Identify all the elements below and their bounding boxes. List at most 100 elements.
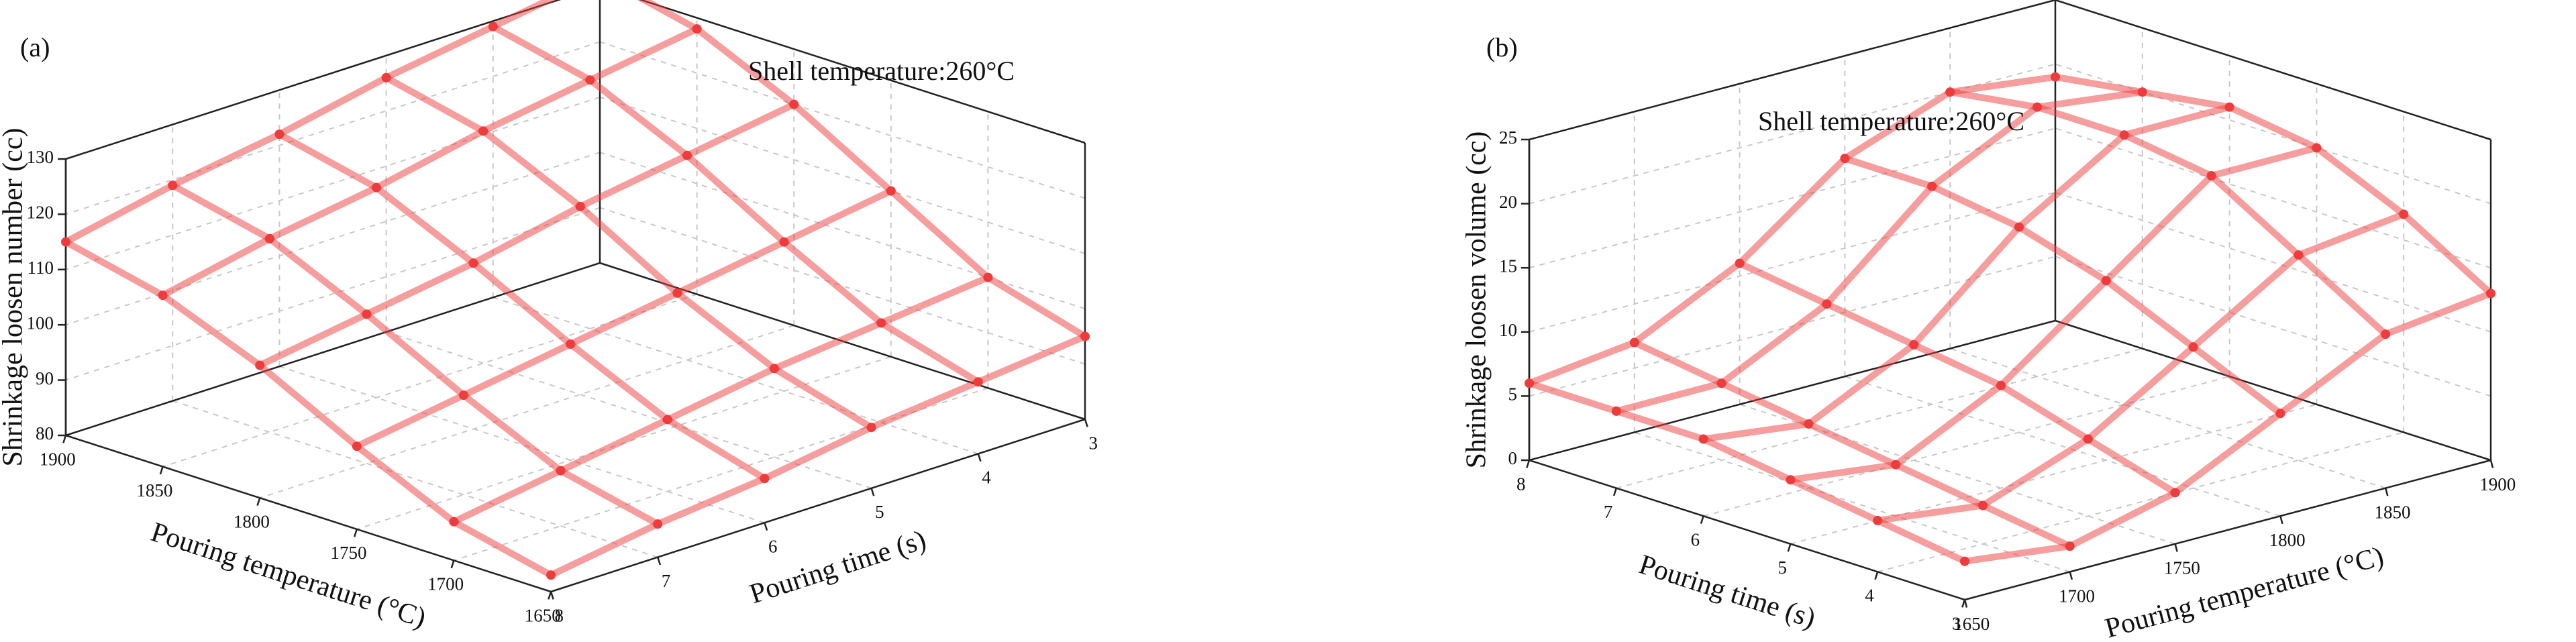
- y-tick-label: 4: [982, 468, 991, 488]
- y-tick-label: 8: [1516, 474, 1526, 494]
- surface-row: [1615, 89, 2143, 415]
- z-tick-label: 10: [1499, 320, 1517, 340]
- y-tick-label: 5: [1778, 557, 1787, 578]
- tick-mark: [2069, 572, 2073, 580]
- surface-point: [876, 318, 886, 328]
- surface-point: [1611, 406, 1621, 416]
- surface-column: [355, 188, 892, 449]
- surface-point: [662, 415, 672, 425]
- grid-line: [65, 0, 561, 160]
- grid-line: [65, 96, 601, 270]
- panel-label: (b): [1486, 32, 1518, 62]
- axis-edge: [2055, 319, 2491, 462]
- grid-line: [65, 207, 601, 381]
- surface-column: [452, 274, 990, 525]
- surface-point: [2224, 102, 2234, 112]
- surface-point: [1909, 339, 1919, 350]
- surface-column: [549, 333, 1086, 578]
- z-tick-label: 15: [1499, 256, 1517, 276]
- tick-mark: [764, 522, 768, 531]
- surface-column: [2055, 73, 2493, 297]
- surface-point: [585, 75, 595, 85]
- z-tick-label: 80: [36, 423, 54, 443]
- surface-point: [478, 126, 488, 136]
- surface: [1525, 72, 2495, 566]
- z-tick-label: 110: [28, 258, 54, 278]
- tick-mark: [450, 560, 455, 569]
- surface-point: [2381, 329, 2391, 339]
- grid-line: [1949, 347, 2386, 489]
- surface-point: [1996, 380, 2006, 390]
- surface-point: [682, 150, 692, 160]
- surface-point: [2399, 209, 2409, 219]
- surface-point: [1786, 475, 1796, 485]
- tick-mark: [550, 591, 554, 600]
- tick-mark: [1700, 515, 1704, 525]
- surface-point: [488, 21, 498, 32]
- surface-column: [64, 0, 557, 246]
- surface-point: [2065, 541, 2075, 551]
- x-tick-label: 1750: [331, 543, 367, 563]
- grid-line: [2055, 191, 2491, 333]
- surface-point: [468, 258, 478, 268]
- surface-row: [277, 131, 766, 482]
- grid-line: [2055, 256, 2491, 397]
- x-tick-label: 1700: [427, 574, 464, 594]
- x-tick-label: 1650: [525, 605, 561, 625]
- surface-point: [1960, 556, 1969, 566]
- grid-line: [1877, 431, 2404, 573]
- surface-point: [1891, 460, 1901, 470]
- x-tick-label: 1850: [2374, 502, 2410, 522]
- surface-point: [264, 233, 274, 244]
- x-tick-label: 1700: [2059, 586, 2095, 606]
- surface-point: [575, 201, 585, 211]
- surface-point: [1804, 419, 1814, 429]
- surface-row: [1964, 290, 2492, 565]
- surface-point: [1978, 500, 1988, 511]
- surface-point: [274, 129, 285, 140]
- z-tick-label: 90: [36, 368, 54, 388]
- surface-point: [866, 423, 876, 433]
- annotation: Shell temperature:260°C: [748, 56, 1015, 86]
- z-axis-label: Shrinkage loosen volume (cc): [1461, 131, 1492, 469]
- surface-point: [449, 517, 459, 527]
- surface-point: [653, 519, 663, 529]
- surface-point: [1735, 258, 1745, 268]
- grid-line: [259, 325, 794, 499]
- z-tick-label: 20: [1499, 192, 1517, 212]
- grid-line: [162, 293, 697, 468]
- surface-point: [556, 466, 566, 476]
- surface-point: [381, 72, 391, 83]
- grid-line: [65, 152, 601, 326]
- surface-row: [1528, 73, 2056, 386]
- y-tick-label: 4: [1865, 586, 1874, 606]
- axis-edge: [1964, 459, 2491, 601]
- x-tick-label: 1750: [2164, 558, 2200, 578]
- x-tick-label: 1800: [234, 511, 270, 531]
- x-tick-label: 1650: [1953, 614, 1990, 634]
- surface-point: [61, 237, 70, 247]
- annotation: Shell temperature:260°C: [1758, 106, 2024, 136]
- surface-column: [161, 25, 699, 299]
- surface-column: [258, 101, 796, 368]
- axis-edge: [1529, 319, 2056, 462]
- surface-point: [770, 364, 779, 374]
- tick-mark: [977, 453, 982, 462]
- surface-point: [672, 288, 682, 298]
- surface-point: [459, 390, 468, 400]
- z-tick-label: 130: [27, 147, 54, 167]
- z-axis-label: Shrinkage loosen number (cc): [0, 127, 29, 466]
- surface-point: [352, 441, 362, 451]
- x-axis-label: Pouring temperature (°C): [147, 517, 429, 634]
- surface-point: [2486, 288, 2495, 299]
- surface-point: [1080, 331, 1090, 341]
- surface-point: [886, 186, 896, 196]
- axis-edge: [638, 0, 1086, 144]
- surface-point: [2119, 130, 2129, 140]
- tick-mark: [2279, 515, 2283, 525]
- grid-line: [454, 387, 988, 561]
- y-tick-label: 6: [1691, 529, 1700, 549]
- surface-column: [1738, 260, 2177, 496]
- tick-mark: [2384, 488, 2389, 496]
- surface-point: [779, 237, 789, 247]
